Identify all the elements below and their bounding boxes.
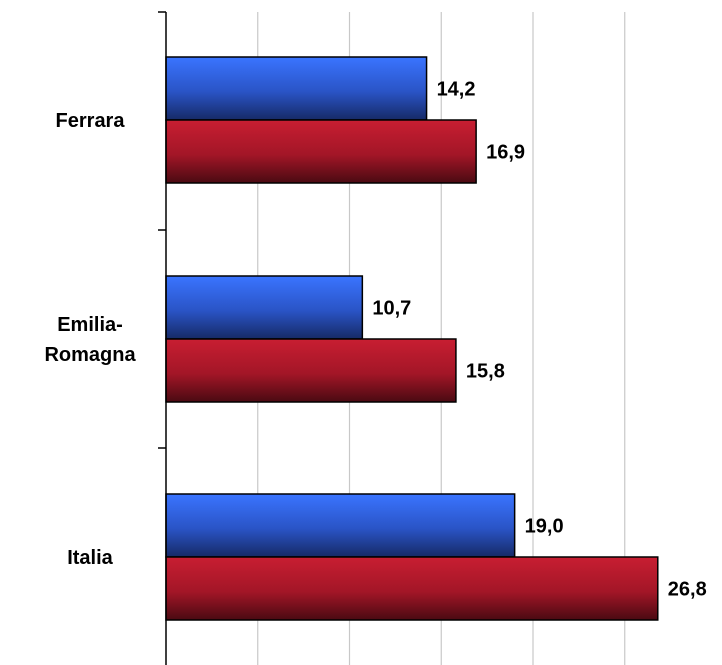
category-label: Ferrara	[56, 110, 126, 132]
value-label: 14,2	[437, 79, 476, 101]
value-label: 16,9	[486, 142, 525, 164]
category-label: Emilia-Romagna	[44, 314, 136, 366]
y-axis	[158, 11, 167, 665]
bar-blue-italia	[165, 493, 516, 558]
bar-blue-ferrara	[165, 56, 428, 121]
value-label: 26,8	[668, 579, 707, 601]
value-label: 15,8	[466, 361, 505, 383]
bar-red-ferrara	[165, 119, 477, 184]
bar-red-italia	[165, 556, 659, 621]
labels: 14,2 16,9 Ferrara 10,7 15,8 Emilia-Romagna 19,…	[44, 79, 706, 601]
value-label: 10,7	[372, 298, 411, 320]
category-label: Italia	[67, 547, 113, 569]
bars	[165, 56, 659, 621]
bar-blue-emilia-romagna	[165, 275, 364, 340]
bar-red-emilia-romagna	[165, 338, 457, 403]
value-label: 19,0	[525, 516, 564, 538]
